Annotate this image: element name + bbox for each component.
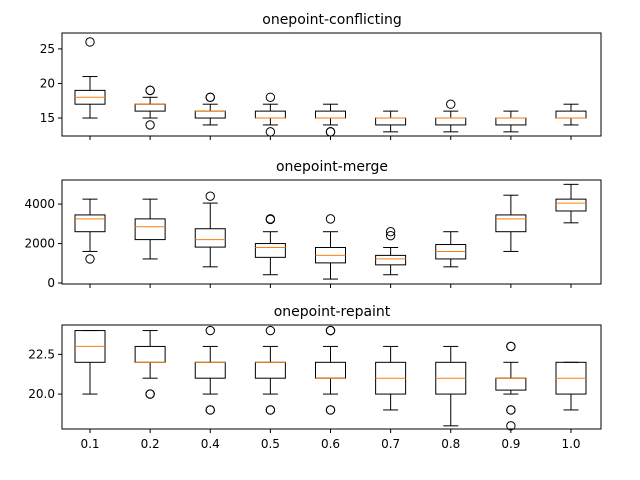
subplot-conflicting: onepoint-conflicting 15 20 25 [40,12,602,140]
y-tick-label: 0 [47,276,55,290]
box-0.5 [254,92,286,137]
outlier-point [385,227,396,237]
box-0.5 [254,214,286,276]
box [254,243,286,258]
y-tick-label: 20 [40,76,55,90]
x-tick-label: 0.7 [381,437,400,451]
outlier-point [85,254,95,264]
x-tick-label: 0.6 [321,437,340,451]
axes-frame [61,32,602,137]
x-tick-label: 0.1 [80,437,99,451]
box-0.9 [495,194,527,252]
box-0.4 [194,325,226,415]
y-tick-label: 20.0 [28,387,55,401]
box [134,218,166,241]
box-0.8 [435,231,467,268]
outlier-point [145,120,155,130]
outlier-point [446,99,456,109]
outlier-point [205,191,215,201]
x-tick-label: 0.5 [261,437,280,451]
box-0.2 [134,198,166,260]
box-0.1 [74,198,106,264]
subplot-repaint: onepoint-repaint 20.0 22.5 0.1 0.2 0.4 0.5 0.6… [28,304,602,451]
box-0.7 [375,110,407,133]
box-0.5 [254,325,286,415]
box [74,214,106,233]
box-0.1 [74,37,106,119]
x-tick-label: 0.8 [441,437,460,451]
x-tick-label: 0.4 [201,437,220,451]
x-tick-label: 0.2 [141,437,160,451]
subplot-title-merge: onepoint-merge [276,159,388,175]
y-tick-label: 25 [40,42,55,56]
outlier-point [265,325,276,336]
x-tick-label: 0.9 [501,437,520,451]
outlier-point [85,37,95,47]
box-0.4 [194,92,226,126]
box-1.0 [555,361,587,411]
box-0.1 [74,330,106,395]
outlier-point [145,389,155,399]
subplot-title-conflicting: onepoint-conflicting [262,12,402,28]
y-tick-label: 15 [40,111,55,125]
subplot-title-repaint: onepoint-repaint [274,304,391,320]
box-0.9 [495,110,527,133]
box-0.6 [315,103,346,137]
outlier-point [506,341,516,352]
box-0.2 [134,85,166,130]
y-tick-label: 2000 [24,237,55,251]
outlier-point [506,405,516,415]
box-1.0 [555,103,587,126]
y-tick-label: 22.5 [28,347,55,361]
outlier-point [205,405,215,415]
box-0.7 [375,345,407,411]
outlier-point [265,405,276,415]
outlier-point [325,405,336,415]
outlier-point [325,214,336,224]
outlier-point [385,230,396,241]
box-1.0 [555,183,587,224]
axes-frame [61,179,602,285]
box-0.2 [134,330,166,399]
outlier-point [205,92,215,102]
box [375,254,407,266]
outlier-point [265,92,276,102]
box-0.6 [315,214,346,280]
box-0.4 [194,191,226,268]
box [194,228,226,248]
box [555,198,587,212]
box-0.8 [435,345,467,427]
box-0.8 [435,99,467,133]
box-0.7 [375,227,407,276]
subplot-merge: onepoint-merge 0 2000 4000 [24,159,602,290]
axes-frame [61,324,602,430]
outlier-point [265,214,276,224]
y-tick-label: 4000 [24,197,55,211]
x-tick-label: 1.0 [561,437,580,451]
outlier-point [325,325,336,336]
box-0.6 [315,325,346,415]
outlier-point [205,325,215,336]
outlier-point [145,85,155,96]
box [495,214,527,233]
